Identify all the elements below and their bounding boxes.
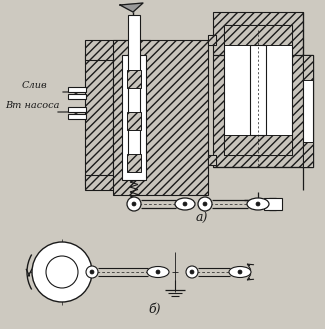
- Bar: [303, 55, 313, 80]
- Circle shape: [32, 242, 92, 302]
- Circle shape: [90, 270, 94, 274]
- Bar: [264, 198, 282, 210]
- Circle shape: [46, 256, 78, 288]
- Bar: [85, 175, 150, 190]
- Bar: [224, 25, 292, 45]
- Bar: [303, 55, 313, 167]
- Bar: [208, 35, 216, 45]
- Bar: [208, 155, 216, 165]
- Bar: [68, 114, 86, 119]
- Bar: [303, 142, 313, 167]
- Text: а): а): [196, 212, 208, 225]
- Bar: [127, 70, 141, 88]
- Bar: [85, 55, 113, 185]
- Bar: [68, 87, 86, 92]
- Circle shape: [132, 202, 136, 206]
- Bar: [122, 55, 146, 180]
- Bar: [127, 112, 141, 130]
- Ellipse shape: [175, 198, 195, 210]
- Text: б): б): [148, 303, 161, 316]
- Circle shape: [190, 270, 194, 274]
- Circle shape: [238, 270, 242, 274]
- Bar: [127, 154, 141, 172]
- Circle shape: [186, 266, 198, 278]
- Polygon shape: [120, 3, 143, 12]
- Circle shape: [86, 266, 98, 278]
- Bar: [224, 25, 292, 155]
- Ellipse shape: [229, 266, 251, 277]
- Bar: [224, 135, 292, 155]
- Bar: [208, 35, 216, 45]
- Bar: [68, 107, 86, 112]
- Bar: [68, 94, 86, 99]
- Text: Вт насоса: Вт насоса: [5, 101, 59, 110]
- Bar: [85, 40, 150, 60]
- Circle shape: [203, 202, 207, 206]
- Ellipse shape: [247, 198, 269, 210]
- Bar: [208, 155, 216, 165]
- Circle shape: [198, 197, 212, 211]
- Bar: [128, 15, 140, 170]
- Bar: [113, 40, 208, 195]
- Circle shape: [183, 202, 187, 206]
- Bar: [213, 12, 303, 167]
- Ellipse shape: [147, 266, 169, 277]
- Circle shape: [156, 270, 160, 274]
- Circle shape: [127, 197, 141, 211]
- Bar: [250, 45, 266, 135]
- Text: Слив: Слив: [22, 81, 48, 90]
- Circle shape: [256, 202, 260, 206]
